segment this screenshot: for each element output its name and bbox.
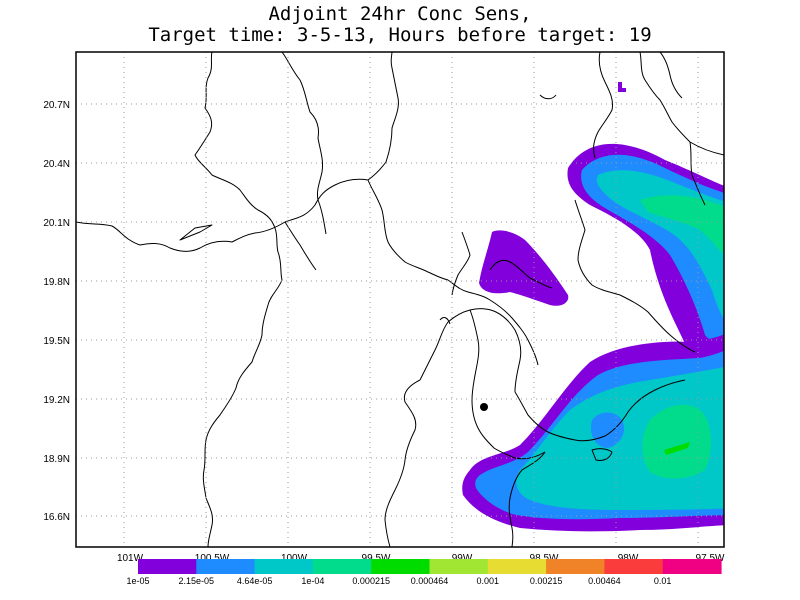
color-bar-swatch <box>487 559 547 574</box>
lat-label-19.8n: 19.8N <box>43 277 70 288</box>
color-bar-label: 0.01 <box>654 576 672 586</box>
map-area <box>76 52 724 547</box>
lat-label-19.5n: 19.5N <box>43 336 70 347</box>
lon-label-99w: 99W <box>452 553 473 564</box>
lon-label-100w: 100W <box>281 553 308 564</box>
lon-label-100.5w: 100.5W <box>195 553 230 564</box>
color-bar-swatch <box>312 559 372 574</box>
sensitivity-plume-northeast <box>567 143 724 357</box>
color-bar-swatch <box>429 559 489 574</box>
color-bar-swatch <box>138 559 197 574</box>
color-bar-swatch <box>546 559 605 574</box>
sensitivity-speck <box>618 82 626 92</box>
color-bar-label: 0.000215 <box>352 576 390 586</box>
map-grid <box>76 52 724 547</box>
color-bar-labels: 1e-05 2.15e-05 4.64e-05 1e-04 0.000215 0.0004… <box>126 576 671 586</box>
lon-label-98w: 98W <box>618 553 639 564</box>
color-bar-swatch <box>371 559 431 574</box>
lon-label-101w: 101W <box>117 553 144 564</box>
lat-label-20.1n: 20.1N <box>43 218 70 229</box>
latitude-labels: 20.7N 20.4N 20.1N 19.8N 19.5N 19.2N 18.9… <box>43 100 70 523</box>
title-line-1: Adjoint 24hr Conc Sens, <box>268 3 531 25</box>
lon-label-97.5w: 97.5W <box>696 553 725 564</box>
lon-label-98.5w: 98.5W <box>530 553 559 564</box>
color-bar-swatch <box>662 559 722 574</box>
lat-label-19.2n: 19.2N <box>43 395 70 406</box>
state-borders <box>76 52 724 547</box>
color-bar-swatch <box>254 559 314 574</box>
color-bar-swatch <box>604 559 664 574</box>
lat-label-20.4n: 20.4N <box>43 159 70 170</box>
sensitivity-plume-southeast <box>462 334 724 532</box>
lat-label-16.6n: 16.6N <box>43 512 70 523</box>
target-location-marker <box>480 403 488 411</box>
color-bar <box>138 559 722 574</box>
color-bar-label: 2.15e-05 <box>179 576 215 586</box>
color-bar-label: 1e-04 <box>301 576 324 586</box>
color-bar-label: 0.001 <box>477 576 500 586</box>
color-bar-label: 1e-05 <box>126 576 149 586</box>
color-bar-label: 4.64e-05 <box>237 576 273 586</box>
color-bar-swatch <box>196 559 256 574</box>
sensitivity-blob-central <box>479 230 569 306</box>
longitude-labels: 101W 100.5W 100W 99.5W 99W 98.5W 98W 97.… <box>117 553 725 564</box>
title-line-2: Target time: 3-5-13, Hours before target… <box>148 24 651 46</box>
map-frame <box>75 51 725 548</box>
color-bar-label: 0.00464 <box>588 576 621 586</box>
color-bar-label: 0.000464 <box>411 576 449 586</box>
color-bar-label: 0.00215 <box>530 576 563 586</box>
lat-label-20.7n: 20.7N <box>43 100 70 111</box>
lon-label-99.5w: 99.5W <box>362 553 391 564</box>
lat-label-18.9n: 18.9N <box>43 454 70 465</box>
